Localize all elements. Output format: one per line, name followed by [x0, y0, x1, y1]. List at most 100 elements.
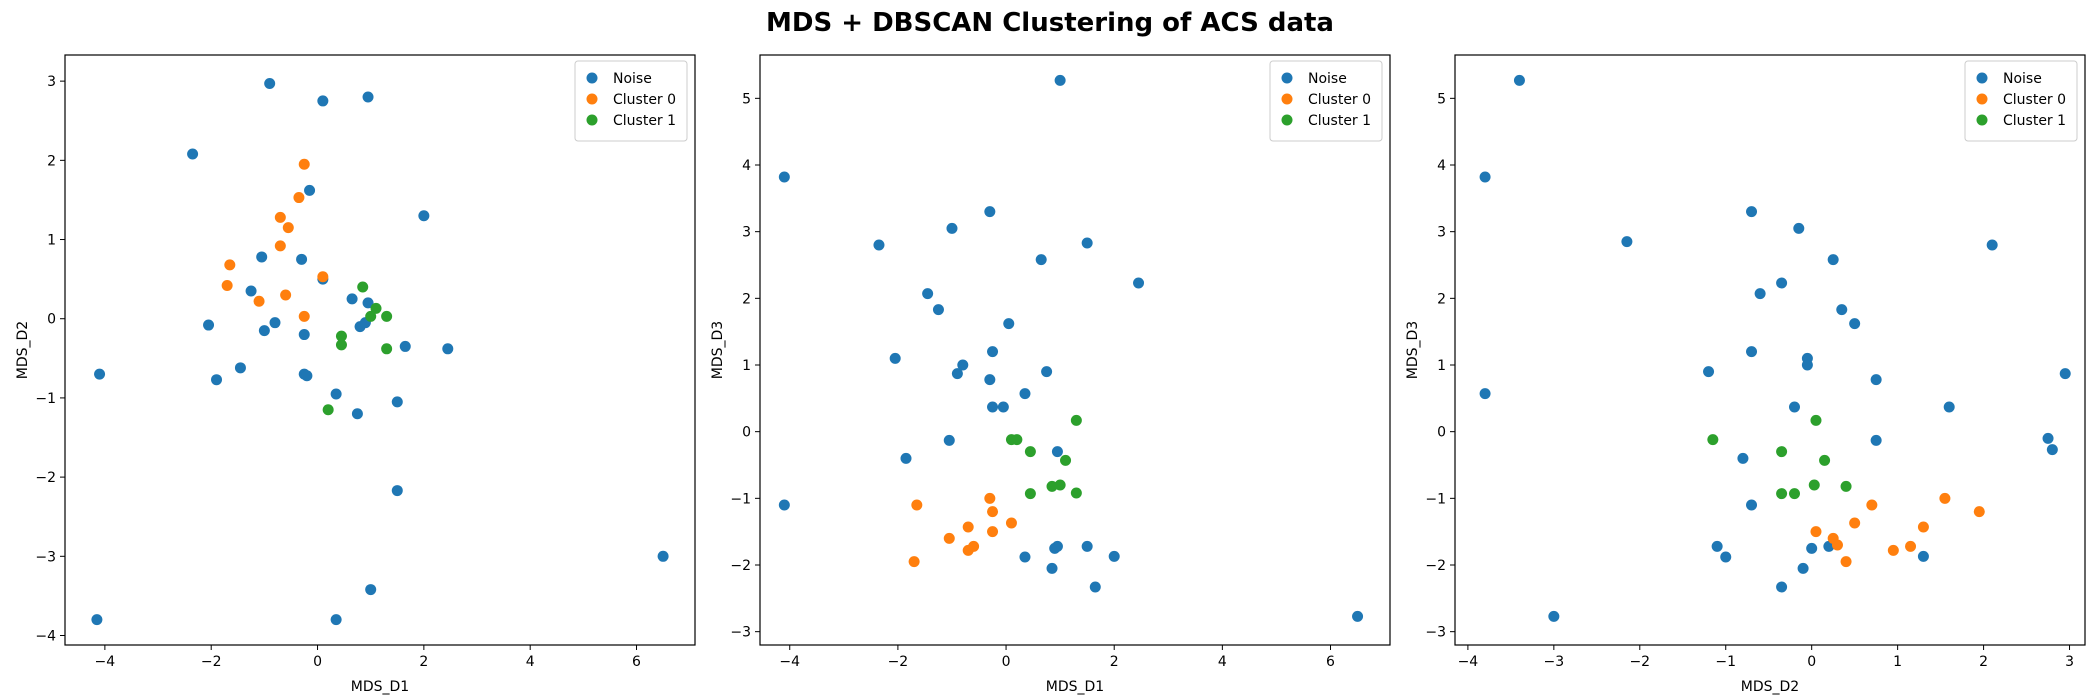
- point-noise: [418, 210, 430, 222]
- point-noise: [987, 346, 999, 358]
- y-tick-label: −3: [1425, 625, 1446, 641]
- point-noise: [304, 184, 316, 196]
- point-noise: [1046, 562, 1058, 574]
- point-noise: [317, 95, 329, 107]
- x-tick-label: 4: [1218, 654, 1227, 670]
- point-noise: [873, 239, 885, 251]
- point-cluster-0: [282, 222, 294, 234]
- y-tick-label: 2: [1437, 291, 1446, 307]
- point-cluster-0: [1939, 492, 1951, 504]
- y-tick-label: 2: [742, 291, 751, 307]
- point-noise: [1986, 239, 1998, 251]
- legend-label-noise: Noise: [2003, 71, 2042, 87]
- point-noise: [1019, 388, 1031, 400]
- legend-marker-noise: [1976, 72, 1988, 84]
- point-noise: [1943, 401, 1955, 413]
- point-cluster-1: [1054, 479, 1066, 491]
- point-cluster-0: [293, 192, 305, 204]
- point-noise: [1870, 374, 1882, 386]
- y-tick-label: 3: [47, 74, 56, 90]
- x-tick-label: 0: [1807, 654, 1816, 670]
- point-cluster-0: [280, 289, 292, 301]
- point-noise: [922, 288, 934, 300]
- legend-label-cluster-1: Cluster 1: [613, 113, 676, 129]
- point-cluster-0: [962, 521, 974, 533]
- point-noise: [391, 396, 403, 408]
- point-noise: [2042, 432, 2054, 444]
- legend-label-cluster-0: Cluster 0: [613, 92, 676, 108]
- point-cluster-0: [1849, 517, 1861, 529]
- x-axis-label: MDS_D2: [1741, 679, 1799, 695]
- x-tick-label: −1: [1715, 654, 1736, 670]
- point-cluster-0: [1831, 539, 1843, 551]
- x-tick-label: −4: [1458, 654, 1479, 670]
- point-noise: [269, 317, 281, 329]
- point-noise: [984, 206, 996, 218]
- point-cluster-1: [1776, 446, 1788, 458]
- point-cluster-1: [1024, 488, 1036, 500]
- y-tick-label: 1: [742, 358, 751, 374]
- point-noise: [946, 222, 958, 234]
- point-cluster-0: [274, 211, 286, 223]
- point-cluster-1: [1046, 480, 1058, 492]
- point-cluster-0: [1005, 517, 1017, 529]
- legend-label-noise: Noise: [613, 71, 652, 87]
- point-noise: [362, 297, 374, 309]
- y-tick-label: −3: [35, 549, 56, 565]
- point-cluster-1: [381, 343, 393, 355]
- y-tick-label: 4: [1437, 158, 1446, 174]
- y-tick-label: −3: [730, 625, 751, 641]
- legend-label-cluster-1: Cluster 1: [2003, 113, 2066, 129]
- subplot-2: −4 −2 0 2 4 6 −3 −2 −1 0 1 2 3 4 5 MDS_D1 MDS_D3 Noise Clu…: [710, 54, 1391, 695]
- point-noise: [943, 434, 955, 446]
- point-noise: [987, 401, 999, 413]
- point-noise: [187, 148, 199, 160]
- x-tick-label: 4: [526, 654, 535, 670]
- point-cluster-0: [962, 544, 974, 556]
- legend-marker-cluster-1: [1281, 114, 1293, 126]
- point-noise: [1352, 610, 1364, 622]
- legend-label-noise: Noise: [1308, 71, 1347, 87]
- legend-label-cluster-0: Cluster 0: [1308, 92, 1371, 108]
- point-cluster-0: [1866, 499, 1878, 511]
- point-noise: [234, 362, 246, 374]
- y-tick-label: −1: [1425, 491, 1446, 507]
- plot-frame: [64, 54, 696, 646]
- point-noise: [1801, 359, 1813, 371]
- point-noise: [1089, 581, 1101, 593]
- point-noise: [1870, 434, 1882, 446]
- legend-box: [1964, 60, 2078, 142]
- point-cluster-0: [221, 279, 233, 291]
- point-noise: [298, 329, 310, 341]
- y-axis-label: MDS_D3: [710, 321, 726, 379]
- point-noise: [1035, 254, 1047, 266]
- point-noise: [778, 499, 790, 511]
- point-cluster-0: [298, 158, 310, 170]
- point-noise: [330, 388, 342, 400]
- point-cluster-0: [908, 556, 920, 568]
- point-noise: [2059, 368, 2071, 380]
- point-cluster-1: [335, 330, 347, 342]
- point-cluster-1: [1819, 454, 1831, 466]
- x-axis-label: MDS_D1: [351, 679, 409, 695]
- legend: Noise Cluster 0 Cluster 1: [574, 60, 688, 142]
- point-noise: [932, 304, 944, 316]
- point-noise: [1793, 222, 1805, 234]
- x-tick-label: 1: [1893, 654, 1902, 670]
- legend-label-cluster-0: Cluster 0: [2003, 92, 2066, 108]
- x-tick-label: 0: [1002, 654, 1011, 670]
- point-cluster-0: [987, 526, 999, 538]
- subplot-1: −4 −2 0 2 4 6 −4 −3 −2 −1 0 1 2 3 MDS_D1 MDS_D2 Noise Clu…: [15, 54, 696, 695]
- point-noise: [1108, 550, 1120, 562]
- point-noise: [1479, 388, 1491, 400]
- legend-box: [574, 60, 688, 142]
- y-axis-label: MDS_D2: [15, 321, 31, 379]
- point-noise: [1711, 540, 1723, 552]
- point-cluster-1: [1810, 414, 1822, 426]
- point-cluster-0: [224, 259, 236, 271]
- point-noise: [1827, 254, 1839, 266]
- x-tick-label: −2: [888, 654, 909, 670]
- point-noise: [94, 368, 106, 380]
- y-tick-label: 4: [742, 158, 751, 174]
- point-noise: [1051, 540, 1063, 552]
